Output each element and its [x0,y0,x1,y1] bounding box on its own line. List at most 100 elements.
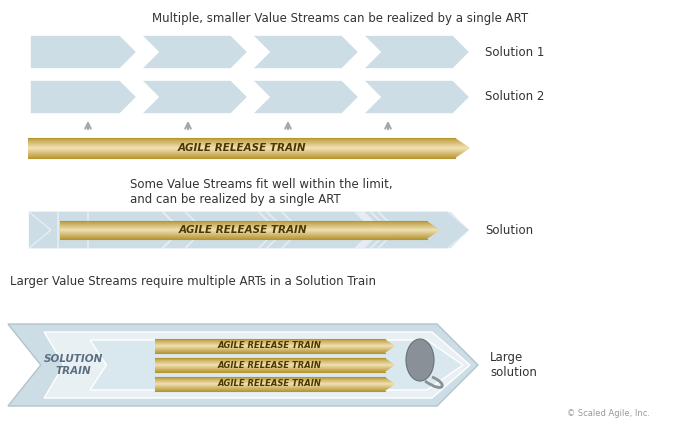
Polygon shape [28,138,457,139]
Polygon shape [155,362,391,363]
Text: AGILE RELEASE TRAIN: AGILE RELEASE TRAIN [218,380,322,389]
Polygon shape [155,346,394,347]
Polygon shape [155,359,387,360]
Polygon shape [155,362,392,363]
Polygon shape [28,150,466,151]
Polygon shape [155,351,387,352]
Polygon shape [155,388,389,389]
Polygon shape [155,364,395,365]
Polygon shape [155,359,386,360]
Polygon shape [162,211,262,249]
Polygon shape [155,368,390,369]
Polygon shape [28,147,470,148]
Polygon shape [155,342,390,343]
Polygon shape [155,379,389,380]
Polygon shape [155,350,389,351]
Text: Larger Value Streams require multiple ARTs in a Solution Train: Larger Value Streams require multiple AR… [10,275,376,288]
Polygon shape [155,377,386,378]
Polygon shape [28,140,459,141]
Polygon shape [28,138,456,139]
Polygon shape [155,365,394,366]
Polygon shape [155,345,394,346]
Polygon shape [139,211,247,249]
Text: AGILE RELEASE TRAIN: AGILE RELEASE TRAIN [177,143,306,153]
Polygon shape [141,35,248,69]
Polygon shape [370,211,470,249]
Polygon shape [28,141,461,142]
Polygon shape [28,155,459,156]
Polygon shape [28,150,467,151]
Polygon shape [155,349,390,350]
Polygon shape [28,147,470,148]
Polygon shape [28,211,470,249]
Polygon shape [155,380,391,381]
Polygon shape [60,224,432,225]
Polygon shape [28,211,135,249]
Polygon shape [60,230,439,231]
Polygon shape [155,387,391,388]
Polygon shape [28,152,464,153]
Polygon shape [60,234,433,235]
Polygon shape [155,347,393,348]
Polygon shape [184,211,277,249]
Polygon shape [60,234,434,235]
Polygon shape [362,211,470,249]
Polygon shape [28,155,460,156]
Polygon shape [155,360,389,361]
Polygon shape [58,211,158,249]
Polygon shape [155,363,393,364]
Polygon shape [155,341,389,342]
Polygon shape [60,226,435,227]
Polygon shape [155,383,395,384]
Polygon shape [60,223,431,224]
Polygon shape [155,387,390,388]
Polygon shape [155,390,386,391]
Polygon shape [28,148,470,149]
Polygon shape [60,229,440,230]
Polygon shape [28,149,469,150]
Polygon shape [155,379,388,380]
Polygon shape [60,232,437,233]
Polygon shape [281,211,373,249]
Text: Solution 2: Solution 2 [485,90,545,104]
Text: AGILE RELEASE TRAIN: AGILE RELEASE TRAIN [179,225,307,235]
Ellipse shape [406,339,434,381]
Polygon shape [28,153,462,154]
Polygon shape [60,233,435,234]
Polygon shape [28,144,465,145]
Polygon shape [28,154,461,155]
Polygon shape [60,238,428,239]
Polygon shape [60,231,438,232]
Polygon shape [155,351,387,352]
Polygon shape [155,342,390,343]
Polygon shape [60,222,429,223]
Polygon shape [60,227,437,228]
Polygon shape [30,80,137,114]
Polygon shape [28,145,466,146]
Polygon shape [60,225,434,226]
Text: AGILE RELEASE TRAIN: AGILE RELEASE TRAIN [218,360,322,369]
Polygon shape [28,152,464,153]
Polygon shape [155,371,386,372]
Polygon shape [155,377,386,378]
Polygon shape [30,35,137,69]
Text: AGILE RELEASE TRAIN: AGILE RELEASE TRAIN [218,342,322,351]
Polygon shape [28,153,462,154]
Polygon shape [155,386,392,387]
Polygon shape [60,236,430,237]
Polygon shape [60,221,428,222]
Text: SOLUTION
TRAIN: SOLUTION TRAIN [44,354,103,376]
Polygon shape [28,144,466,145]
Polygon shape [155,364,394,365]
Polygon shape [155,381,392,382]
Polygon shape [60,225,435,226]
Polygon shape [155,368,390,369]
Polygon shape [155,378,387,379]
Polygon shape [155,344,393,345]
Polygon shape [155,349,390,350]
Polygon shape [60,222,430,223]
Polygon shape [155,343,392,344]
Polygon shape [155,347,394,348]
Polygon shape [155,371,385,372]
Polygon shape [60,226,436,227]
